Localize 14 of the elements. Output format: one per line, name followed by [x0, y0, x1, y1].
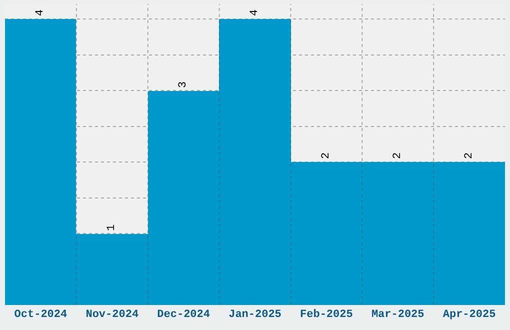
data-label: 2: [392, 152, 404, 159]
data-label: 3: [178, 81, 190, 88]
x-tick-label: Feb-2025: [300, 309, 354, 321]
data-label: 4: [249, 9, 261, 16]
x-tick-label: Mar-2025: [371, 309, 425, 321]
x-tick-label: Oct-2024: [14, 309, 68, 321]
x-tick-label: Dec-2024: [157, 309, 210, 321]
x-tick-label: Nov-2024: [86, 309, 139, 321]
data-label: 1: [106, 224, 118, 231]
data-label: 2: [464, 152, 476, 159]
x-tick-label: Jan-2025: [228, 309, 282, 321]
data-label: 2: [320, 152, 332, 159]
x-tick-label: Apr-2025: [442, 309, 496, 321]
data-label: 4: [34, 9, 46, 16]
